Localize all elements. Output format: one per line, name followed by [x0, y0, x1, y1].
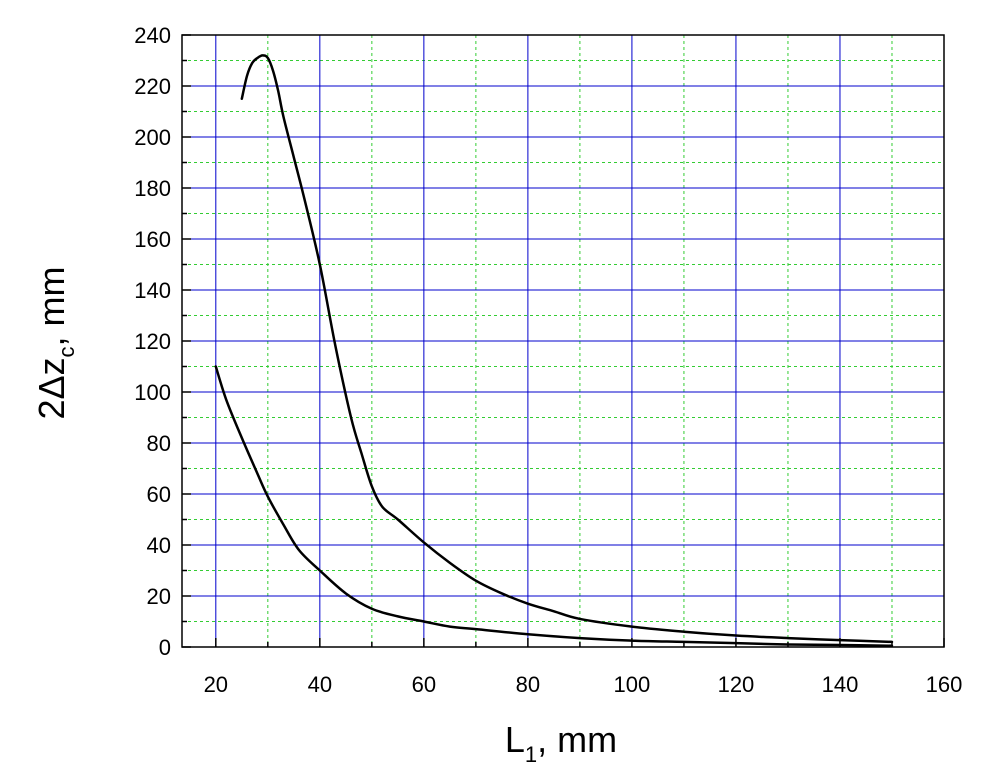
series-line-2	[214, 365, 894, 647]
x-axis-label: L1, mm	[505, 719, 617, 767]
y-tick-label: 120	[134, 329, 171, 354]
y-tick-labels: 0 20 40 60 80 100 120 140 160 180 200 220 240	[134, 23, 171, 660]
y-tick-label: 160	[134, 227, 171, 252]
x-tick-label: 160	[926, 672, 963, 697]
series-layer	[214, 54, 894, 647]
y-axis-label: 2Δzc, mm	[31, 266, 79, 419]
y-tick-label: 200	[134, 125, 171, 150]
y-tick-label: 20	[147, 584, 171, 609]
x-tick-label: 60	[412, 672, 436, 697]
x-tick-labels: 20 40 60 80 100 120 140 160	[204, 672, 963, 697]
x-tick-label: 40	[308, 672, 332, 697]
y-axis-label-sub: c	[54, 346, 79, 357]
x-tick-label: 80	[516, 672, 540, 697]
x-tick-label: 140	[822, 672, 859, 697]
x-axis-label-rest: , mm	[537, 719, 617, 760]
y-axis-label-rest: , mm	[31, 266, 72, 346]
y-tick-label: 220	[134, 74, 171, 99]
y-tick-label: 240	[134, 23, 171, 48]
x-axis-label-sub: 1	[525, 742, 537, 767]
x-axis-label-main: L	[505, 719, 525, 760]
major-grid	[182, 35, 944, 647]
series-line-1	[240, 54, 894, 644]
y-tick-label: 0	[159, 635, 171, 660]
ticks-layer	[182, 34, 945, 648]
y-tick-label: 140	[134, 278, 171, 303]
x-tick-label: 20	[204, 672, 228, 697]
y-tick-label: 60	[147, 482, 171, 507]
x-tick-label: 100	[614, 672, 651, 697]
x-tick-label: 120	[718, 672, 755, 697]
y-axis-label-main: 2Δz	[31, 357, 72, 419]
y-tick-label: 40	[147, 533, 171, 558]
y-tick-label: 80	[147, 431, 171, 456]
y-tick-label: 180	[134, 176, 171, 201]
y-tick-label: 100	[134, 380, 171, 405]
